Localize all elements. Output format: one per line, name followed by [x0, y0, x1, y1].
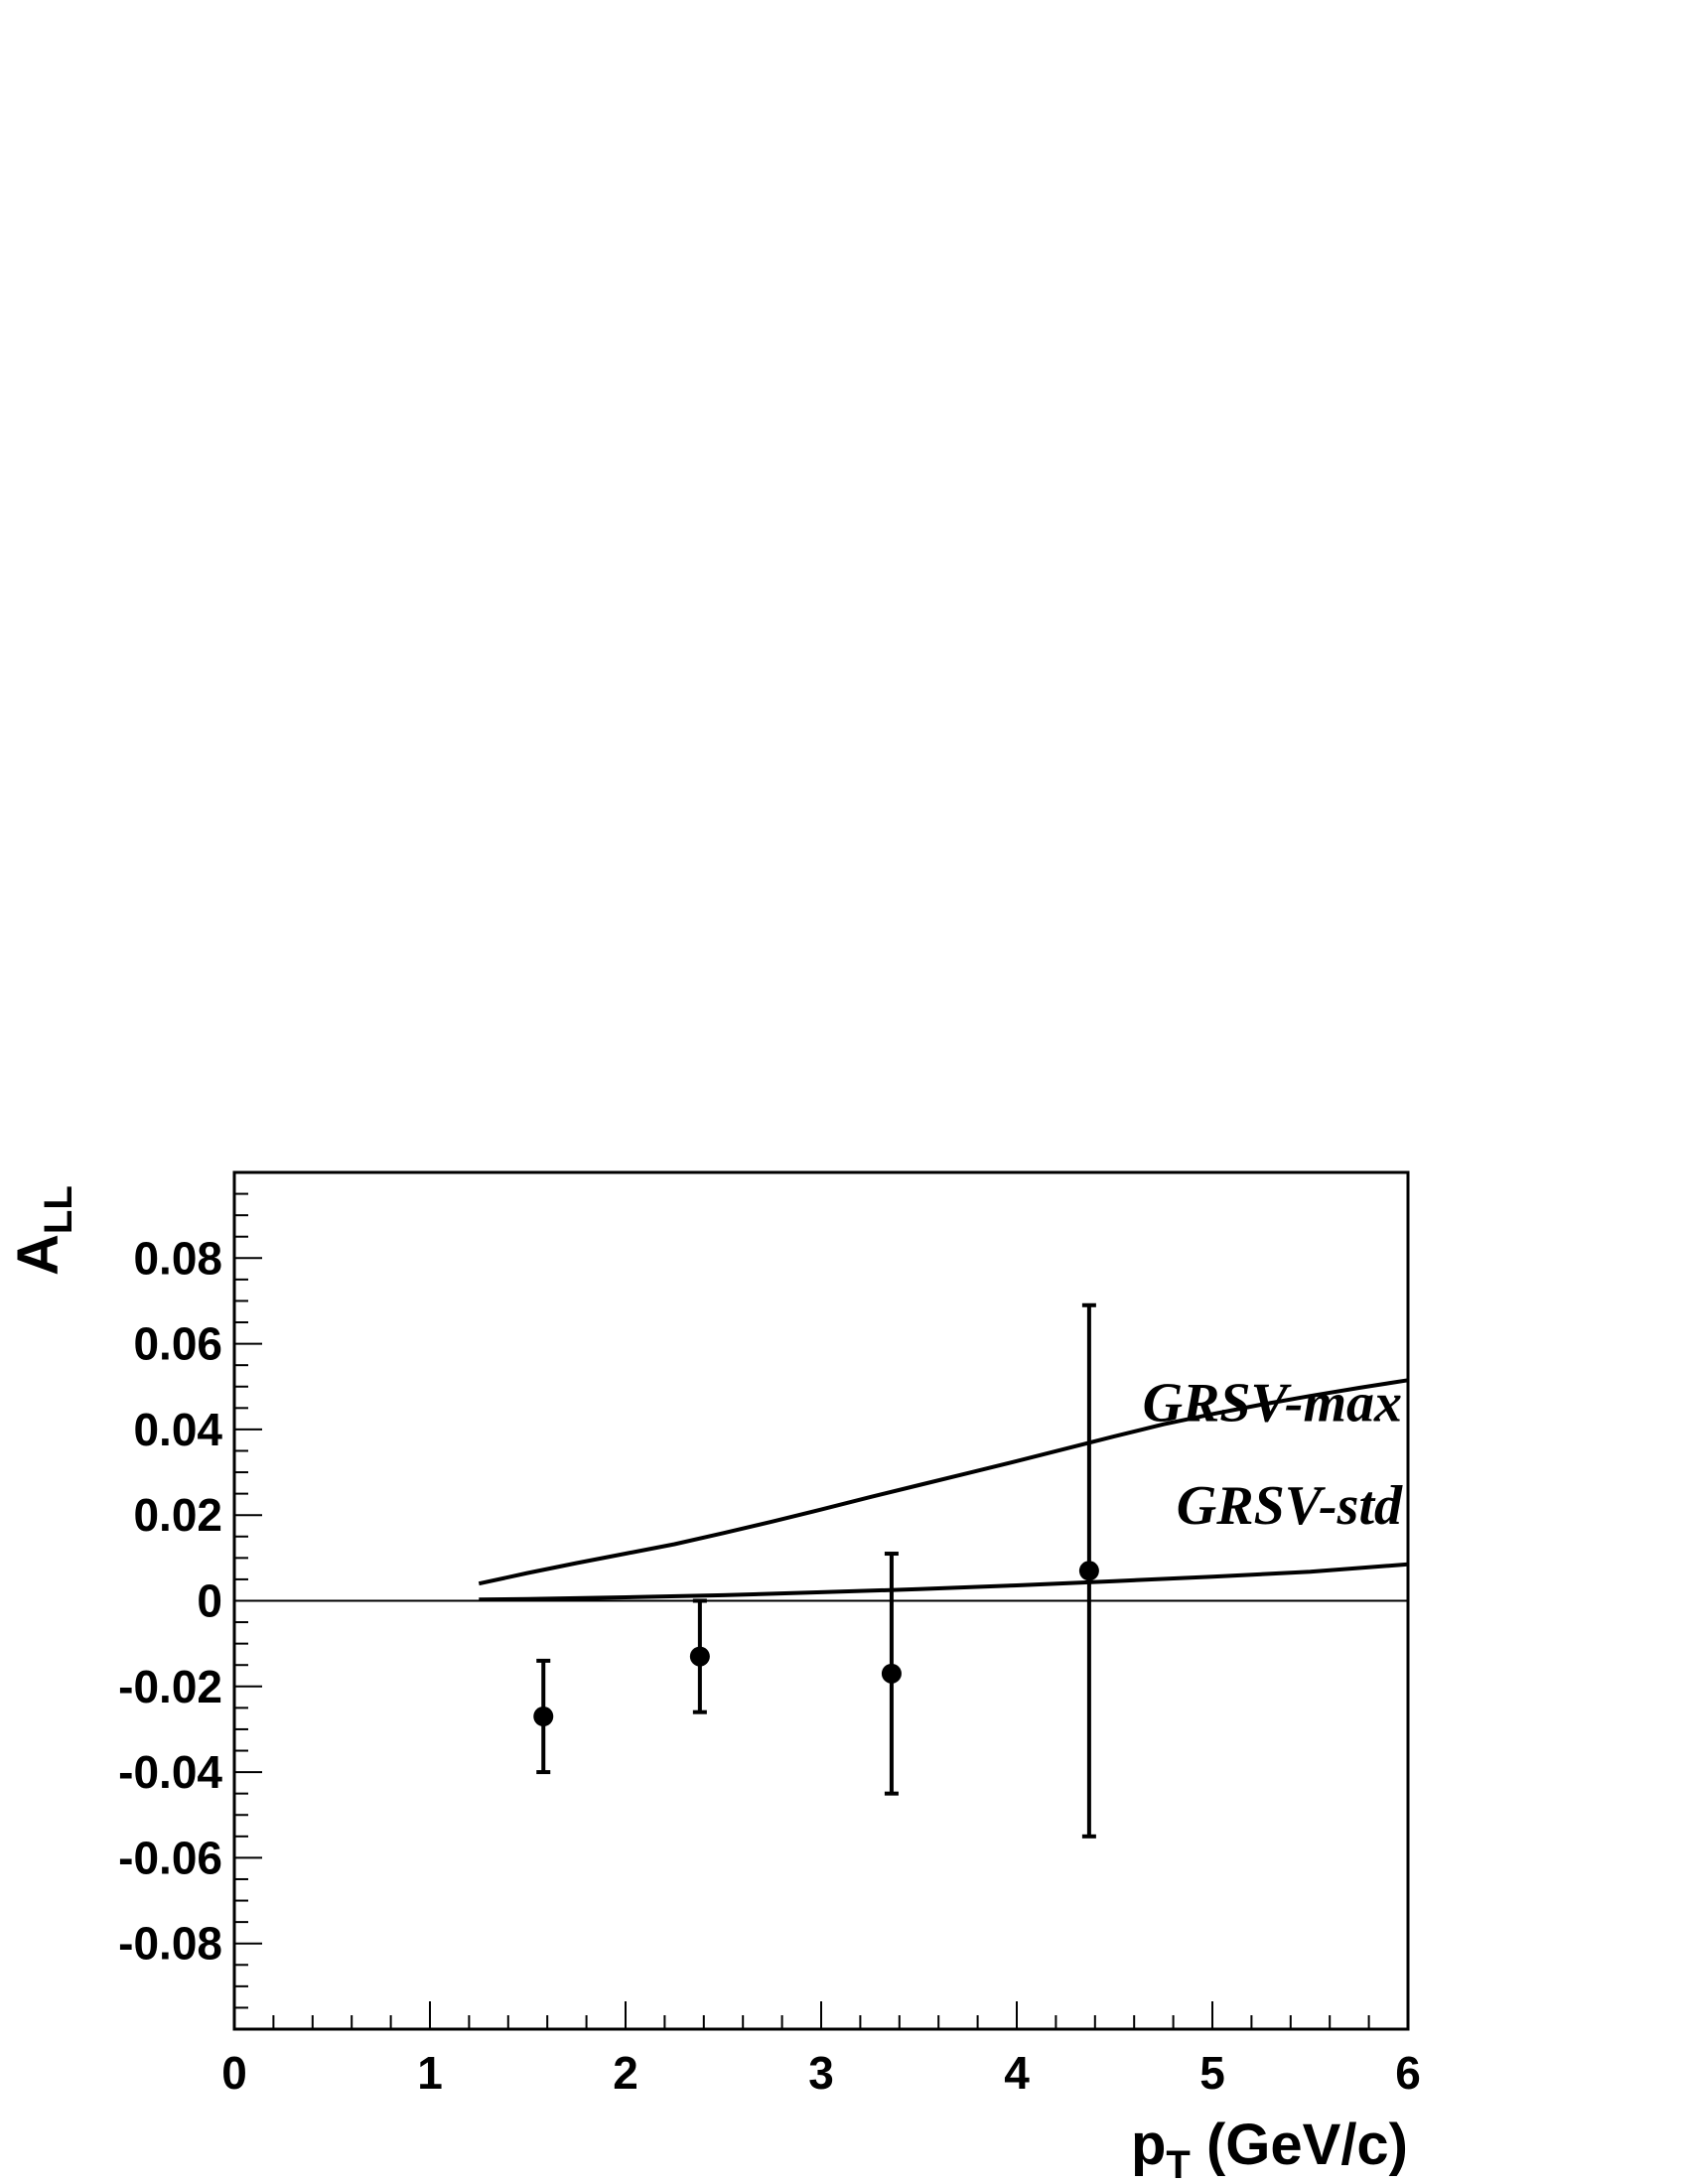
curve-label-grsv-max: GRSV-max — [1143, 1372, 1402, 1433]
data-point — [533, 1658, 554, 1775]
x-axis-title: pT (GeV/c) — [1131, 2113, 1408, 2184]
x-tick-label: 2 — [613, 2047, 638, 2099]
x-tick-label: 1 — [417, 2047, 443, 2099]
y-tick-label: 0.08 — [133, 1232, 222, 1284]
data-point — [1078, 1302, 1099, 1839]
y-tick-label: -0.06 — [118, 1832, 222, 1883]
y-tick-label: 0.06 — [133, 1318, 222, 1370]
y-tick-label: -0.08 — [118, 1918, 222, 1970]
data-point — [881, 1552, 902, 1796]
curve-labels: GRSV-max GRSV-std — [1143, 1372, 1403, 1537]
y-tick-label: -0.04 — [118, 1746, 222, 1798]
marker — [1078, 1561, 1099, 1581]
axis-tick-labels: 0 1 2 3 4 5 6 -0.08 -0.06 -0.04 -0.02 0 0.02 0.04 0.06… — [118, 1232, 1421, 2099]
marker — [689, 1646, 710, 1667]
y-tick-label: -0.02 — [118, 1661, 222, 1712]
marker — [533, 1706, 554, 1727]
x-tick-label: 4 — [1004, 2047, 1030, 2099]
x-tick-label: 6 — [1395, 2047, 1421, 2099]
y-tick-label: 0.02 — [133, 1489, 222, 1541]
y-tick-label: 0 — [197, 1575, 222, 1627]
theory-curves — [478, 1378, 1409, 1602]
y-axis-title: ALL — [6, 1185, 80, 1276]
curve-grsv-max — [478, 1378, 1409, 1586]
marker — [881, 1663, 902, 1684]
data-points — [533, 1302, 1099, 1839]
data-point — [689, 1598, 710, 1714]
curve-label-grsv-std: GRSV-std — [1177, 1475, 1403, 1537]
x-tick-label: 3 — [808, 2047, 834, 2099]
y-tick-label: 0.04 — [133, 1404, 222, 1455]
curve-grsv-std — [479, 1562, 1409, 1602]
x-tick-label: 5 — [1199, 2047, 1225, 2099]
x-tick-label: 0 — [221, 2047, 247, 2099]
axis-ticks — [233, 1171, 1409, 2030]
